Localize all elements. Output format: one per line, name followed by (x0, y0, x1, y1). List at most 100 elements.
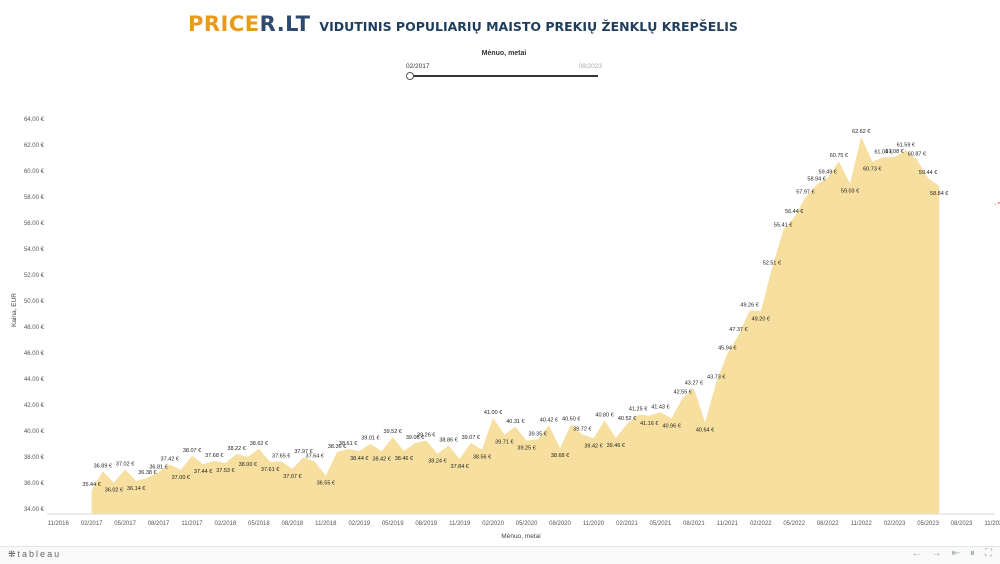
data-label: 36.55 € (317, 481, 335, 487)
y-tick-label: 42.00 € (24, 403, 45, 409)
data-label: 38.86 € (439, 438, 457, 444)
x-tick-label: 08/2020 (549, 521, 571, 527)
tableau-toolbar: ⁜ tableau ← → ⇤ ⏸ ⛶ (0, 546, 1000, 564)
date-range-filter: Mėnuo, metai 02/2017 08/2023 (406, 50, 602, 80)
x-tick-label: 08/2022 (817, 521, 839, 527)
pricer-logo[interactable]: PRICER.LT (188, 12, 310, 36)
page-title: VIDUTINIS POPULIARIŲ MAISTO PREKIŲ ŽENKL… (319, 19, 738, 34)
x-tick-label: 11/2018 (315, 521, 337, 527)
y-tick-label: 60.00 € (24, 169, 45, 175)
x-tick-label: 05/2018 (248, 521, 270, 527)
fullscreen-icon[interactable]: ⛶ (985, 548, 992, 559)
data-label: 61.04 € (874, 150, 892, 156)
data-label: 38.44 € (350, 456, 368, 462)
trend-line (994, 201, 1000, 205)
data-label: 38.56 € (473, 455, 491, 461)
data-label: 40.52 € (618, 416, 636, 422)
pause-icon[interactable]: ⏸ (970, 548, 975, 559)
x-tick-label: 02/2019 (348, 521, 370, 527)
y-tick-label: 56.00 € (24, 221, 45, 227)
data-label: 37.02 € (116, 462, 134, 468)
revert-icon[interactable]: ⇤ (951, 548, 960, 559)
x-tick-label: 05/2017 (114, 521, 136, 527)
data-label: 49.26 € (740, 303, 758, 309)
logo-part-1: PRICE (188, 12, 260, 36)
data-label: 38.42 € (372, 456, 390, 462)
filter-to-value: 08/2023 (578, 63, 603, 70)
x-tick-label: 11/2023 (984, 521, 1000, 527)
tableau-mark-icon: ⁜ (8, 549, 16, 559)
data-label: 43.73 € (707, 374, 725, 380)
tableau-wordmark: tableau (17, 549, 62, 559)
data-label: 39.25 € (517, 446, 535, 452)
data-label: 35.44 € (82, 482, 100, 488)
data-label: 40.96 € (662, 423, 680, 429)
data-label: 57.97 € (796, 189, 814, 195)
x-tick-label: 08/2018 (282, 521, 304, 527)
price-area-chart: 34.00 € 36.00 € 38.00 € 40.00 € 42.00 € 44.00… (11, 117, 1000, 540)
data-label: 43.27 € (685, 380, 703, 386)
y-tick-label: 48.00 € (24, 325, 45, 331)
x-tick-label: 02/2021 (616, 521, 638, 527)
data-label: 38.46 € (395, 456, 413, 462)
x-tick-label: 02/2020 (482, 521, 504, 527)
data-label: 37.61 € (261, 467, 279, 473)
data-label: 49.20 € (752, 316, 770, 322)
data-label: 36.02 € (105, 488, 123, 494)
x-tick-label: 08/2023 (951, 521, 973, 527)
y-tick-label: 50.00 € (24, 299, 45, 305)
data-label: 38.61 € (339, 441, 357, 447)
data-label: 41.16 € (640, 421, 658, 427)
x-tick-label: 02/2023 (884, 521, 906, 527)
y-tick-label: 62.00 € (24, 143, 45, 149)
data-label: 39.35 € (529, 431, 547, 437)
undo-icon[interactable]: ← (911, 548, 922, 559)
data-label: 36.38 € (138, 470, 156, 476)
redo-icon[interactable]: → (931, 548, 942, 559)
data-label: 55.41 € (774, 223, 792, 229)
x-tick-label: 02/2022 (750, 521, 772, 527)
data-label: 56.44 € (785, 209, 803, 215)
data-label: 62.62 € (852, 129, 870, 135)
logo-part-2: R.LT (259, 12, 311, 36)
y-tick-label: 58.00 € (24, 195, 45, 201)
filter-from-value: 02/2017 (406, 63, 430, 70)
y-tick-label: 52.00 € (24, 273, 45, 279)
data-label: 41.00 € (484, 410, 502, 416)
data-label: 36.81 € (149, 464, 167, 470)
data-label: 61.08 € (885, 149, 903, 155)
y-tick-label: 34.00 € (24, 507, 45, 513)
y-tick-label: 64.00 € (24, 117, 45, 123)
data-label: 45.94 € (718, 346, 736, 352)
x-tick-label: 11/2022 (851, 521, 873, 527)
slider-handle[interactable] (406, 72, 414, 80)
data-label: 41.25 € (629, 407, 647, 413)
data-label: 37.44 € (194, 469, 212, 475)
data-label: 39.52 € (384, 429, 402, 435)
x-tick-label: 02/2018 (215, 521, 237, 527)
date-range-slider[interactable] (406, 72, 602, 80)
data-label: 60.75 € (830, 153, 848, 159)
header: PRICER.LT VIDUTINIS POPULIARIŲ MAISTO PR… (188, 12, 738, 38)
tableau-logo[interactable]: ⁜ tableau (8, 549, 61, 560)
data-label: 40.42 € (540, 417, 558, 423)
data-label: 38.62 € (250, 441, 268, 447)
y-tick-label: 36.00 € (24, 481, 45, 487)
data-label: 37.65 € (272, 453, 290, 459)
slider-track[interactable] (409, 75, 598, 77)
x-tick-label: 11/2017 (181, 521, 203, 527)
data-label: 59.49 € (819, 170, 837, 176)
data-label: 36.89 € (94, 463, 112, 469)
x-tick-label: 05/2021 (650, 521, 672, 527)
x-tick-label: 05/2022 (783, 521, 805, 527)
y-tick-label: 38.00 € (24, 455, 45, 461)
y-tick-label: 46.00 € (24, 351, 45, 357)
data-label: 37.07 € (283, 474, 301, 480)
data-label: 39.42 € (584, 443, 602, 449)
filter-range: 02/2017 08/2023 (406, 63, 602, 70)
data-label: 37.84 € (451, 464, 469, 470)
data-label: 37.42 € (161, 456, 179, 462)
data-label: 39.26 € (417, 433, 435, 439)
y-tick-label: 54.00 € (24, 247, 45, 253)
data-label: 38.00 € (239, 462, 257, 468)
